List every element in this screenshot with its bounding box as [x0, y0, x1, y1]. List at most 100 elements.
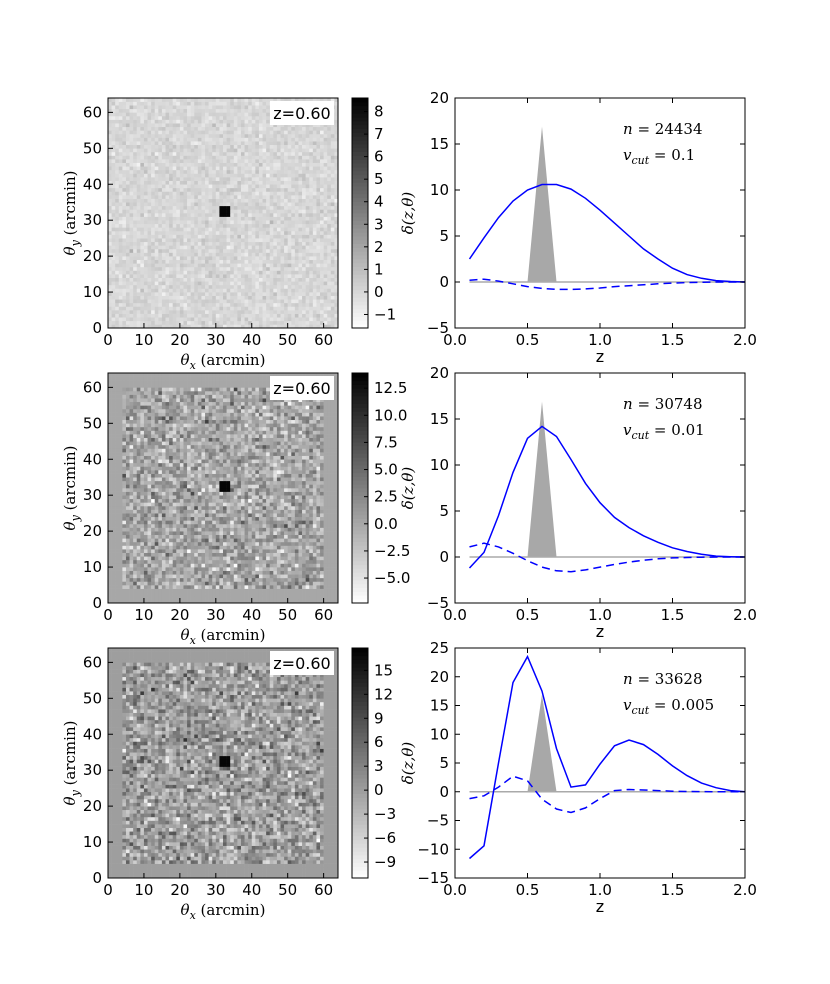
heatmap-cell: [118, 270, 123, 275]
heatmap-cell: [140, 130, 145, 135]
heatmap-cell: [334, 180, 339, 185]
heatmap-cell: [201, 292, 206, 296]
heatmap-cell: [197, 195, 202, 199]
heatmap-cell: [201, 563, 206, 568]
heatmap-cell: [219, 202, 224, 207]
heatmap-cell: [316, 195, 321, 199]
heatmap-cell: [233, 559, 238, 564]
heatmap-cell: [276, 248, 281, 253]
heatmap-cell: [151, 227, 156, 232]
heatmap-cell: [136, 281, 141, 286]
heatmap-cell: [327, 256, 332, 261]
heatmap-cell: [151, 595, 156, 600]
heatmap-cell: [233, 105, 238, 110]
heatmap-cell: [176, 230, 181, 235]
heatmap-cell: [251, 198, 256, 203]
heatmap-cell: [125, 205, 130, 210]
heatmap-cell: [302, 169, 306, 174]
heatmap-cell: [262, 112, 267, 117]
heatmap-cell: [161, 144, 166, 149]
heatmap-cell: [158, 130, 163, 135]
heatmap-cell: [108, 209, 112, 214]
heatmap-cell: [183, 248, 188, 253]
heatmap-cell: [136, 567, 141, 571]
heatmap-cell: [172, 227, 177, 232]
heatmap-cell: [179, 324, 184, 329]
heatmap-cell: [125, 115, 130, 120]
heatmap-cell: [240, 141, 245, 146]
heatmap-cell: [208, 559, 213, 564]
heatmap-cell: [327, 241, 332, 246]
heatmap-cell: [233, 123, 238, 128]
heatmap-cell: [294, 162, 299, 167]
heatmap-cell: [176, 195, 181, 199]
heatmap-cell: [266, 563, 271, 568]
heatmap-cell: [183, 302, 188, 307]
heatmap-cell: [208, 220, 213, 225]
heatmap-cell: [147, 234, 152, 239]
heatmap-cell: [154, 223, 159, 228]
heatmap-cell: [273, 234, 278, 239]
heatmap-cell: [276, 202, 281, 207]
heatmap-cell: [233, 169, 238, 174]
heatmap-cell: [165, 133, 170, 138]
heatmap-cell: [233, 213, 238, 217]
heatmap-cell: [280, 595, 285, 600]
heatmap-cell: [108, 173, 112, 178]
heatmap-cell: [115, 148, 120, 153]
heatmap-cell: [143, 299, 148, 304]
heatmap-cell: [302, 259, 306, 264]
heatmap-cell: [143, 320, 148, 325]
heatmap-cell: [230, 195, 235, 199]
heatmap-cell: [244, 310, 249, 314]
heatmap-cell: [197, 123, 202, 128]
heatmap-cell: [223, 220, 227, 225]
heatmap-cell: [215, 248, 220, 253]
heatmap-cell: [176, 245, 181, 250]
heatmap-cell: [316, 209, 321, 214]
heatmap-cell: [201, 270, 206, 275]
heatmap-cell: [298, 263, 303, 268]
heatmap-cell: [169, 112, 173, 117]
heatmap-cell: [244, 259, 249, 264]
heatmap-cell: [305, 151, 310, 156]
heatmap-cell: [273, 213, 278, 217]
heatmap-cell: [172, 162, 177, 167]
heatmap-cell: [133, 177, 138, 181]
heatmap-cell: [294, 270, 299, 275]
heatmap-cell: [154, 281, 159, 286]
heatmap-cell: [183, 98, 188, 102]
heatmap-cell: [330, 320, 335, 325]
heatmap-cell: [230, 588, 235, 593]
heatmap-cell: [223, 238, 227, 243]
heatmap-cell: [161, 177, 166, 181]
heatmap-cell: [305, 592, 310, 597]
heatmap-cell: [298, 270, 303, 275]
heatmap-cell: [201, 302, 206, 307]
heatmap-cell: [248, 567, 253, 571]
heatmap-cell: [143, 563, 148, 568]
heatmap-cell: [251, 151, 256, 156]
heatmap-cell: [334, 137, 339, 142]
heatmap-cell: [323, 137, 328, 142]
heatmap-cell: [266, 148, 271, 153]
heatmap-cell: [320, 288, 324, 293]
heatmap-cell: [197, 202, 202, 207]
heatmap-cell: [223, 105, 227, 110]
heatmap-cell: [276, 133, 281, 138]
heatmap-cell: [161, 284, 166, 289]
heatmap-cell: [280, 302, 285, 307]
heatmap-cell: [312, 252, 317, 257]
heatmap-cell: [208, 126, 213, 131]
heatmap-cell: [187, 108, 191, 113]
heatmap-cell: [122, 592, 127, 597]
heatmap-cell: [230, 169, 235, 174]
heatmap-cell: [118, 209, 123, 214]
heatmap-cell: [154, 227, 159, 232]
heatmap-cell: [320, 187, 324, 192]
heatmap-cell: [248, 162, 253, 167]
heatmap-cell: [212, 227, 217, 232]
heatmap-cell: [129, 284, 134, 289]
heatmap-cell: [133, 270, 138, 275]
heatmap-cell: [129, 166, 134, 171]
